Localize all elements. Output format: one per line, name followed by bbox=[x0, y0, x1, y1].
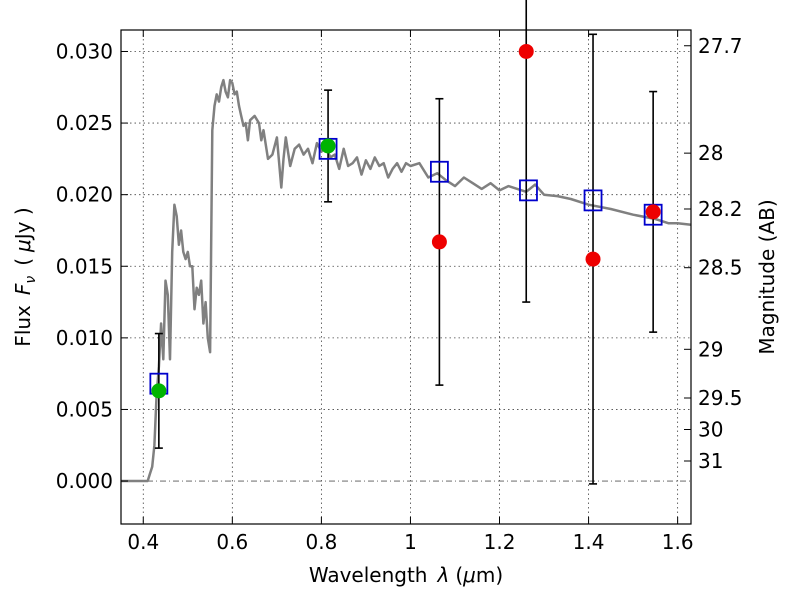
y-tick-label: 0.020 bbox=[56, 183, 113, 207]
y-axis-title: FluxFν(μJy ) bbox=[11, 207, 39, 346]
y2-tick-label: 28.2 bbox=[698, 197, 743, 221]
x-tick-label: 1.4 bbox=[573, 530, 605, 554]
model-box-marker bbox=[583, 189, 603, 212]
y-tick-label: 0.030 bbox=[56, 39, 113, 63]
y2-ticks: 27.7 28 28.2 28.5 29 29.5 30 31 bbox=[684, 34, 743, 473]
x-tick-label: 0.6 bbox=[216, 530, 248, 554]
y-tick-label: 0.015 bbox=[56, 254, 113, 278]
y2-tick-label: 27.7 bbox=[698, 34, 743, 58]
y2-tick-label: 28 bbox=[698, 141, 723, 165]
red-data-point bbox=[518, 43, 534, 59]
x-tick-label: 0.4 bbox=[127, 530, 159, 554]
y2-tick-label: 30 bbox=[698, 417, 723, 441]
red-data-point bbox=[645, 204, 661, 220]
x-tick-label: 1.2 bbox=[484, 530, 516, 554]
model-box-marker bbox=[519, 179, 538, 202]
green-data-point bbox=[320, 138, 336, 154]
x-tick-label: 0.8 bbox=[305, 530, 337, 554]
sed-line-group bbox=[121, 78, 692, 483]
x-axis-title: Wavelength λ (μm) bbox=[309, 563, 503, 587]
plot-background bbox=[121, 30, 691, 524]
red-data-point bbox=[431, 234, 447, 250]
sed-model-line bbox=[121, 78, 692, 483]
red-data-point bbox=[585, 251, 601, 267]
y2-tick-label: 31 bbox=[698, 449, 723, 473]
model-box-marker bbox=[429, 160, 449, 183]
y2-tick-label: 29 bbox=[698, 337, 723, 361]
x-ticks: 0.4 0.6 0.8 1 1.2 1.4 1.6 bbox=[127, 30, 694, 554]
green-data-point bbox=[151, 383, 167, 399]
y-tick-label: 0.000 bbox=[56, 469, 113, 493]
y2-tick-label: 29.5 bbox=[698, 386, 743, 410]
x-tick-label: 1 bbox=[404, 530, 417, 554]
grid-lines bbox=[121, 30, 691, 524]
observed-points-group bbox=[151, 43, 661, 399]
y-tick-label: 0.005 bbox=[56, 397, 113, 421]
y-ticks: 0.000 0.005 0.010 0.015 0.020 0.025 0.030 bbox=[56, 39, 128, 493]
y-tick-label: 0.010 bbox=[56, 326, 113, 350]
y-tick-label: 0.025 bbox=[56, 111, 113, 135]
y2-axis-title: Magnitude (AB) bbox=[755, 199, 779, 354]
plot-frame bbox=[120, 29, 692, 525]
y2-tick-label: 28.5 bbox=[698, 256, 743, 280]
x-tick-label: 1.6 bbox=[662, 530, 694, 554]
